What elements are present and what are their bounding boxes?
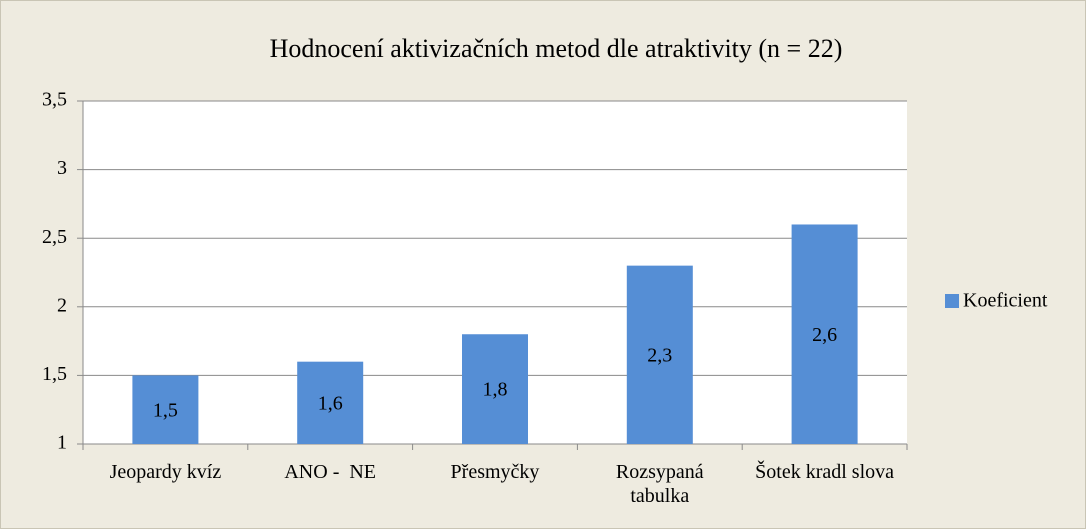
y-tick-label: 3 (57, 157, 67, 179)
bar (626, 265, 693, 444)
x-tick-label: Šotek kradl slova (755, 461, 895, 483)
data-label: 1,8 (483, 379, 508, 401)
legend-label: Koeficient (963, 290, 1048, 312)
chart-title: Hodnocení aktivizačních metod dle atrakt… (270, 34, 843, 63)
data-label: 2,3 (647, 344, 672, 366)
bar (462, 334, 528, 444)
x-tick-label: Jeopardy kvíz (109, 461, 222, 483)
bar (791, 224, 858, 444)
data-label: 2,6 (812, 324, 837, 346)
bar (297, 361, 364, 444)
bar (132, 375, 199, 444)
x-tick-label: Přesmyčky (450, 461, 540, 483)
legend-swatch (945, 294, 959, 308)
data-label: 1,6 (318, 392, 343, 414)
y-tick-label: 1,5 (42, 363, 67, 385)
y-tick-label: 1 (57, 432, 67, 454)
x-tick-label: Rozsypaná tabulka (615, 461, 709, 507)
y-tick-label: 3,5 (42, 89, 67, 111)
y-tick-label: 2,5 (42, 226, 67, 248)
data-label: 1,5 (153, 399, 178, 421)
x-tick-label: ANO - NE (284, 461, 377, 483)
y-tick-label: 2 (57, 294, 67, 316)
